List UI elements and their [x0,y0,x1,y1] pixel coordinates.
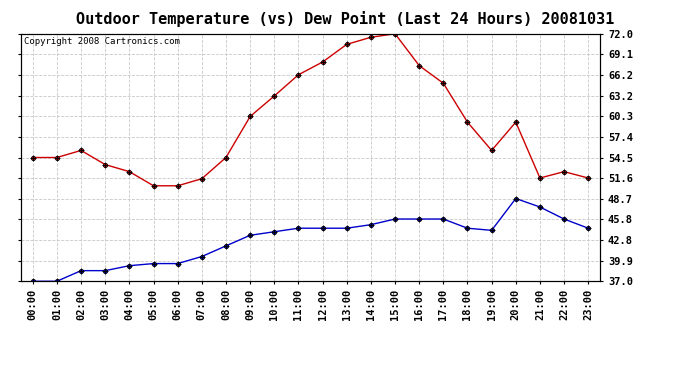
Text: Outdoor Temperature (vs) Dew Point (Last 24 Hours) 20081031: Outdoor Temperature (vs) Dew Point (Last… [76,11,614,27]
Text: Copyright 2008 Cartronics.com: Copyright 2008 Cartronics.com [23,38,179,46]
